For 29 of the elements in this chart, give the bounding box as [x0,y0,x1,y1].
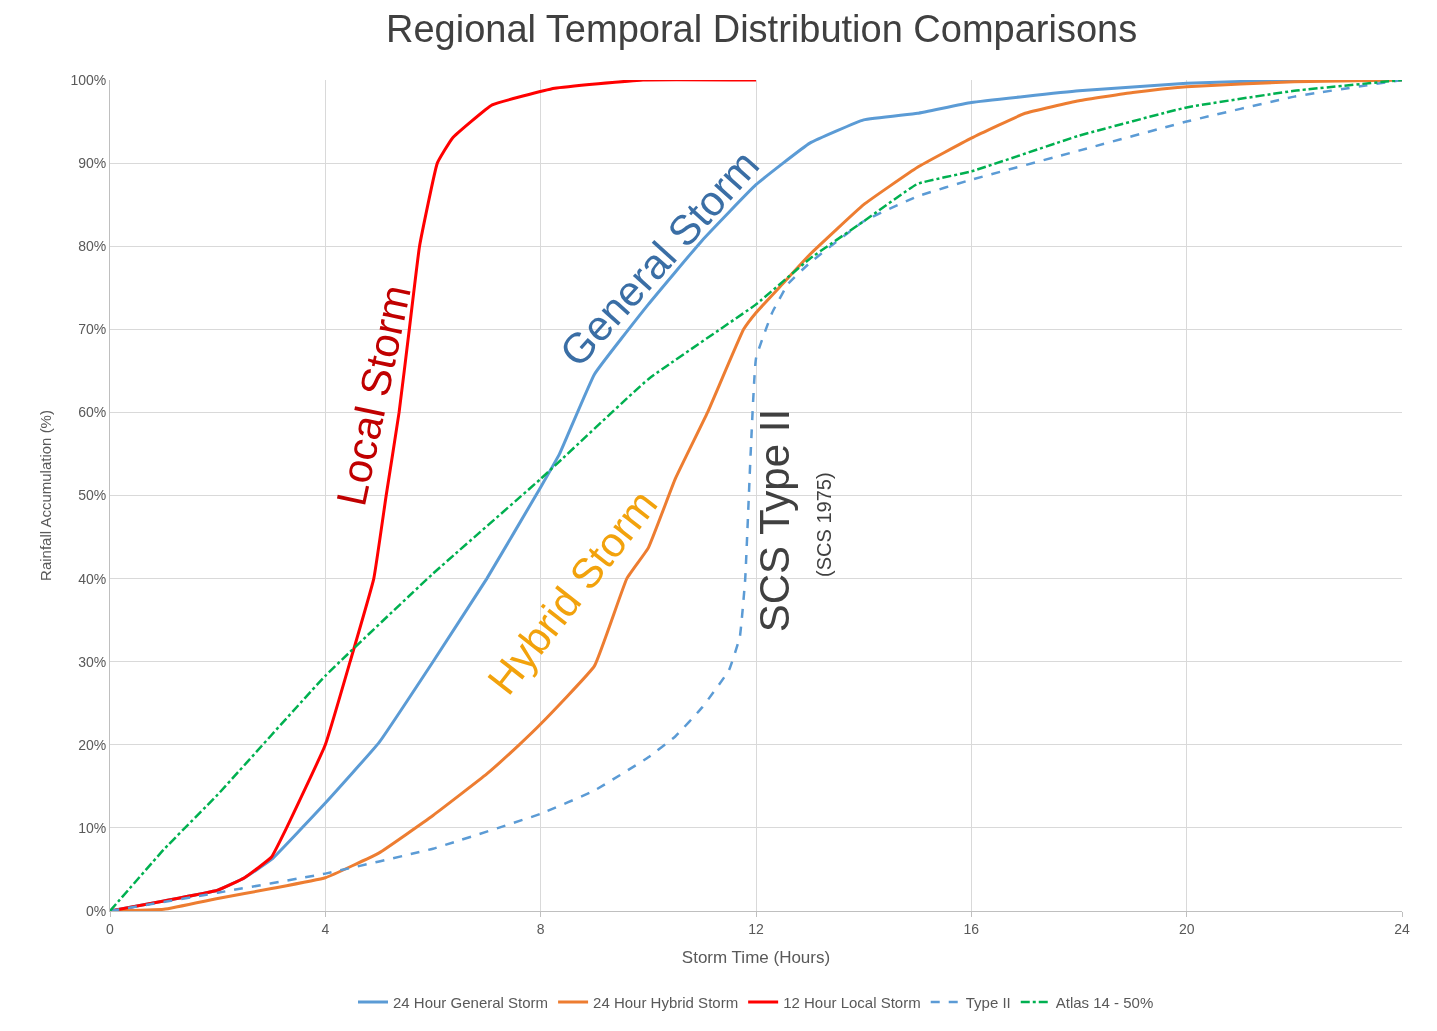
x-tick-label: 8 [536,920,545,937]
legend-label: 24 Hour General Storm [393,993,549,1011]
x-tick-label: 4 [321,920,330,937]
y-axis-title: Rainfall Accumulation (%) [36,410,54,581]
y-tick-label: 0% [85,902,107,919]
y-tick-label: 20% [78,736,107,753]
x-tick-label: 0 [106,920,115,937]
annotation: SCS Type II [751,408,799,633]
x-tick-label: 16 [963,920,980,937]
x-axis-title: Storm Time (Hours) [681,948,831,968]
y-tick-label: 60% [78,404,107,421]
x-tick-label: 24 [1394,920,1410,937]
y-tick-label: 100% [70,71,107,88]
y-tick-label: 80% [78,238,107,255]
legend-label: Atlas 14 - 50% [1055,993,1154,1011]
y-tick-label: 10% [78,819,107,836]
chart-title: Regional Temporal Distribution Comparisons [386,8,1138,51]
legend-label: Type II [965,993,1011,1011]
y-tick-label: 40% [78,570,107,587]
y-tick-label: 30% [78,653,107,670]
x-tick-label: 20 [1178,920,1195,937]
annotation: Local Storm [327,280,420,510]
legend-label: 24 Hour Hybrid Storm [593,993,739,1011]
y-tick-label: 50% [78,487,107,504]
y-tick-label: 90% [78,155,107,171]
y-tick-label: 70% [78,321,107,338]
x-tick-label: 12 [748,920,764,937]
legend-label: 12 Hour Local Storm [783,993,921,1011]
annotation: (SCS 1975) [812,472,835,577]
